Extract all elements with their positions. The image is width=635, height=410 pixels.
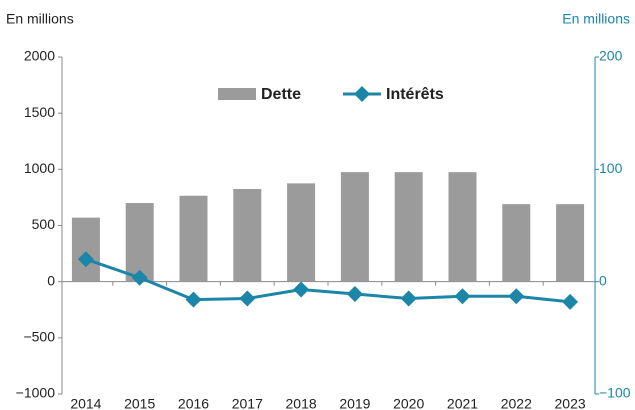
legend-swatch — [354, 86, 370, 102]
y-tick-label: 500 — [32, 216, 56, 232]
marker — [131, 269, 148, 286]
legend-swatch — [218, 88, 256, 100]
x-tick-label: 2023 — [555, 396, 586, 410]
x-tick-label: 2020 — [393, 396, 424, 410]
x-tick-label: 2021 — [447, 396, 478, 410]
y-tick-label: 0 — [47, 272, 55, 288]
y-tick-label: 2000 — [24, 48, 55, 64]
x-tick-label: 2018 — [286, 396, 317, 410]
marker — [346, 286, 363, 303]
x-tick-label: 2022 — [501, 396, 532, 410]
y2-axis-label: En millions — [562, 11, 630, 27]
bar — [502, 204, 531, 282]
x-tick-label: 2016 — [178, 396, 209, 410]
marker — [77, 251, 94, 268]
x-tick-label: 2019 — [339, 396, 370, 410]
bar — [394, 172, 423, 282]
marker — [454, 288, 471, 305]
bar — [556, 204, 585, 282]
y2-tick-label: 0 — [599, 272, 607, 288]
marker — [239, 290, 256, 307]
marker — [508, 288, 525, 305]
x-tick-label: 2014 — [70, 396, 101, 410]
bar — [71, 217, 100, 282]
y-tick-label: 1500 — [24, 104, 55, 120]
bar — [448, 172, 477, 282]
y-tick-label: 1000 — [24, 160, 55, 176]
x-tick-label: 2017 — [232, 396, 263, 410]
y-tick-label: −1000 — [16, 385, 56, 401]
legend-label: Dette — [261, 86, 301, 103]
y2-tick-label: 100 — [599, 160, 623, 176]
marker — [293, 281, 310, 298]
y2-tick-label: 200 — [599, 48, 623, 64]
bar — [340, 172, 369, 282]
bar — [179, 195, 208, 282]
line — [85, 257, 571, 304]
bar — [125, 203, 154, 282]
x-tick-label: 2015 — [124, 396, 155, 410]
legend-label: Intérêts — [386, 86, 444, 103]
marker — [562, 293, 579, 310]
y-tick-label: −500 — [23, 329, 55, 345]
marker — [185, 291, 202, 308]
bar — [233, 188, 262, 282]
marker — [400, 290, 417, 307]
bar — [287, 183, 316, 282]
y-axis-label: En millions — [6, 11, 74, 27]
y2-tick-label: −100 — [599, 385, 631, 401]
